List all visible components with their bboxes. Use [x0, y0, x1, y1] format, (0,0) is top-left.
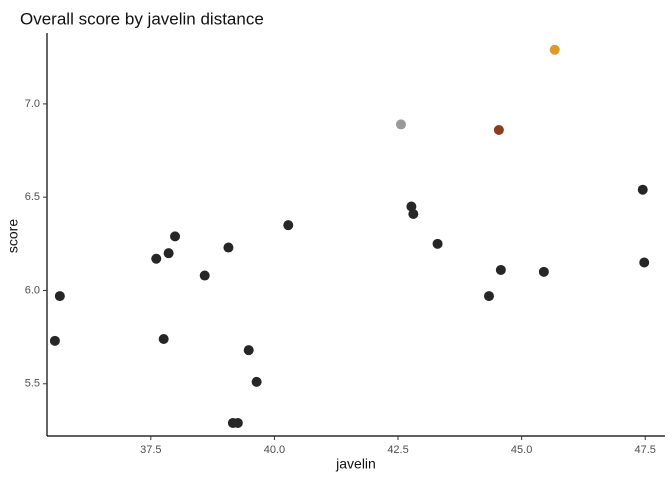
- y-tick-label: 5.5: [25, 378, 40, 390]
- y-tick-label: 7.0: [25, 98, 40, 110]
- data-point: [432, 238, 443, 249]
- data-point: [495, 264, 506, 275]
- data-point: [199, 270, 210, 281]
- data-point: [251, 376, 262, 387]
- data-point: [483, 291, 494, 302]
- x-tick-label: 45.0: [511, 444, 532, 456]
- data-point: [232, 417, 243, 428]
- x-tick-label: 40.0: [264, 444, 285, 456]
- data-point: [283, 220, 294, 231]
- axis-ticks: 37.5 40.0 42.5 45.0 47.5 5.5 6.0 6.5 7.0: [25, 98, 656, 456]
- data-point: [408, 208, 419, 219]
- y-tick-label: 6.5: [25, 191, 40, 203]
- data-point: [158, 333, 169, 344]
- x-tick-label: 47.5: [635, 444, 656, 456]
- x-axis-label: javelin: [335, 456, 376, 472]
- data-point: [49, 335, 60, 346]
- data-point: [538, 266, 549, 277]
- y-axis-label: score: [5, 219, 21, 253]
- data-point: [163, 248, 174, 259]
- data-point: [54, 291, 65, 302]
- data-point: [243, 345, 254, 356]
- data-points: [49, 44, 650, 428]
- y-tick-label: 6.0: [25, 284, 40, 296]
- data-point: [493, 125, 504, 136]
- x-tick-label: 42.5: [387, 444, 408, 456]
- data-point: [170, 231, 181, 242]
- data-point: [395, 119, 406, 130]
- data-point: [151, 253, 162, 264]
- data-point: [549, 44, 560, 55]
- data-point: [637, 184, 648, 195]
- chart-title: Overall score by javelin distance: [20, 9, 264, 28]
- data-point: [223, 242, 234, 253]
- x-tick-label: 37.5: [140, 444, 161, 456]
- data-point: [639, 257, 650, 268]
